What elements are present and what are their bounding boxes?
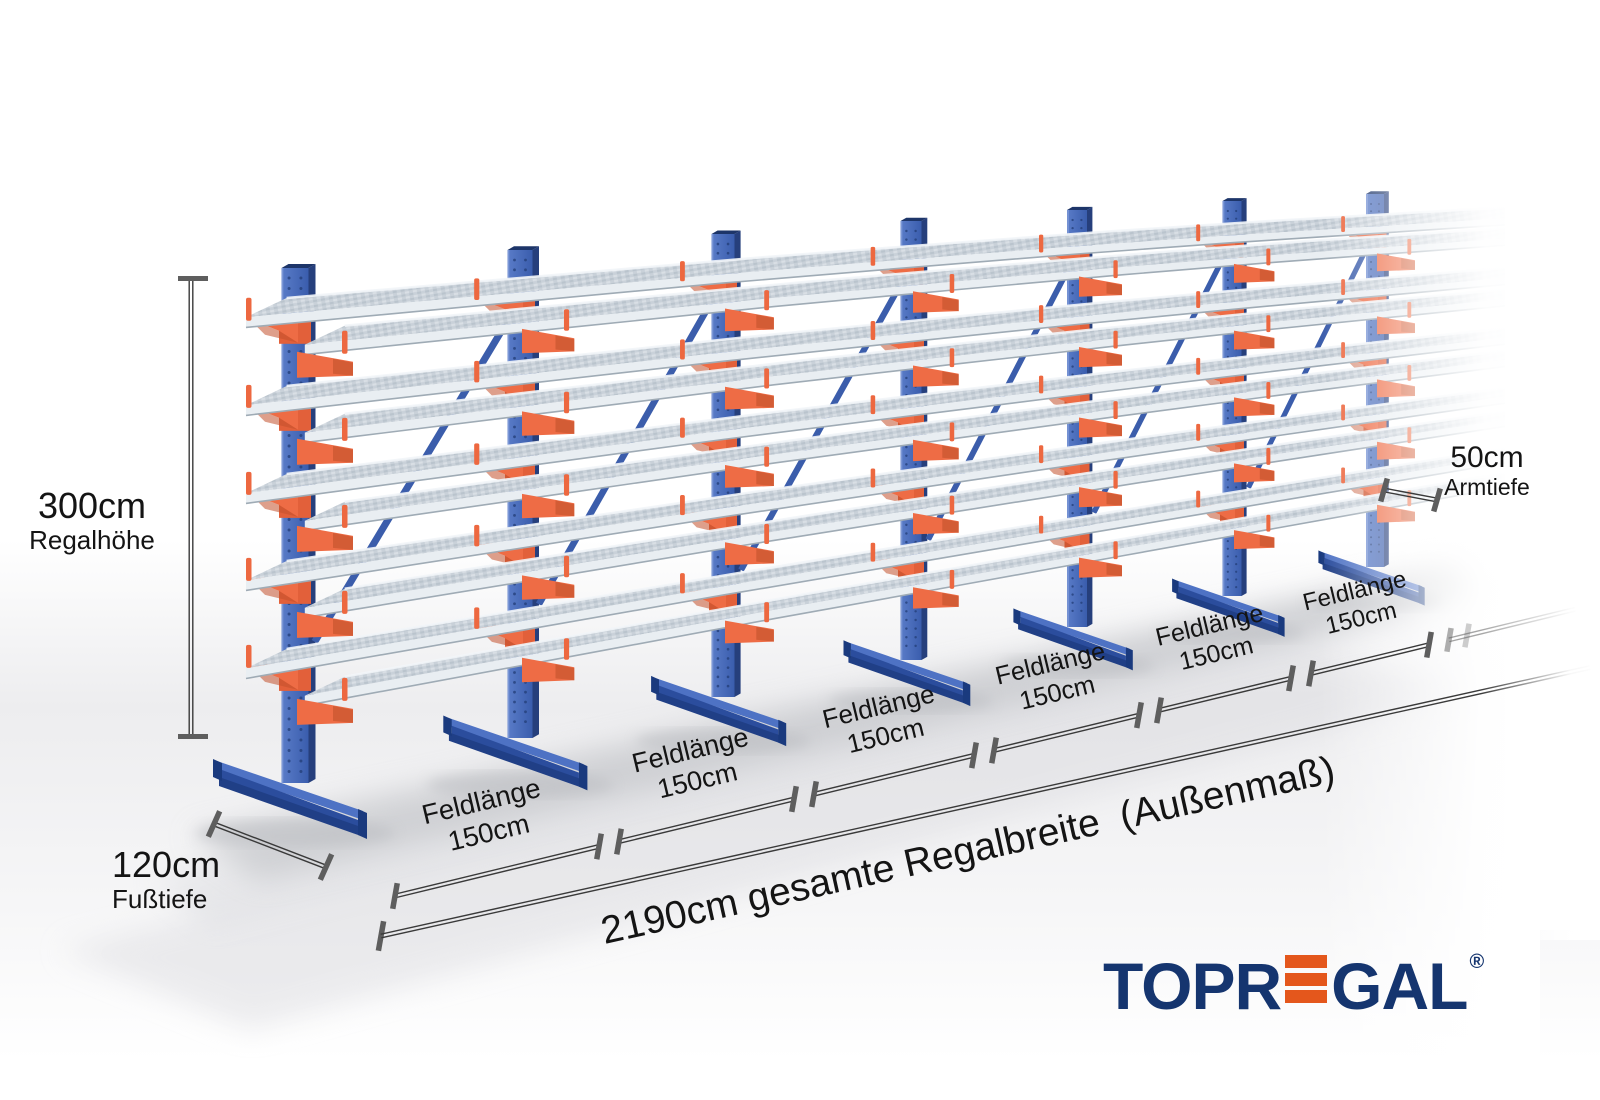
height-name: Regalhöhe xyxy=(29,525,155,556)
height-value: 300cm xyxy=(37,485,147,526)
height-dimension-label: 300cm Regalhöhe xyxy=(2,485,182,556)
foot-depth-value: 120cm xyxy=(112,844,221,885)
topregal-logo: TOPR GAL ® xyxy=(1103,949,1485,1023)
logo-text-gal: GAL xyxy=(1331,949,1468,1023)
arm-depth-value: 50cm xyxy=(1450,441,1524,474)
foot-depth-dimension-label: 120cm Fußtiefe xyxy=(112,844,221,915)
logo-text-topr: TOPR xyxy=(1103,949,1282,1023)
arm-depth-name: Armtiefe xyxy=(1444,473,1530,500)
registered-trademark-icon: ® xyxy=(1469,951,1485,973)
arm-depth-dimension-label: 50cm Armtiefe xyxy=(1397,441,1577,500)
foot-depth-name: Fußtiefe xyxy=(112,884,208,915)
logo-e-icon xyxy=(1285,955,1328,1003)
